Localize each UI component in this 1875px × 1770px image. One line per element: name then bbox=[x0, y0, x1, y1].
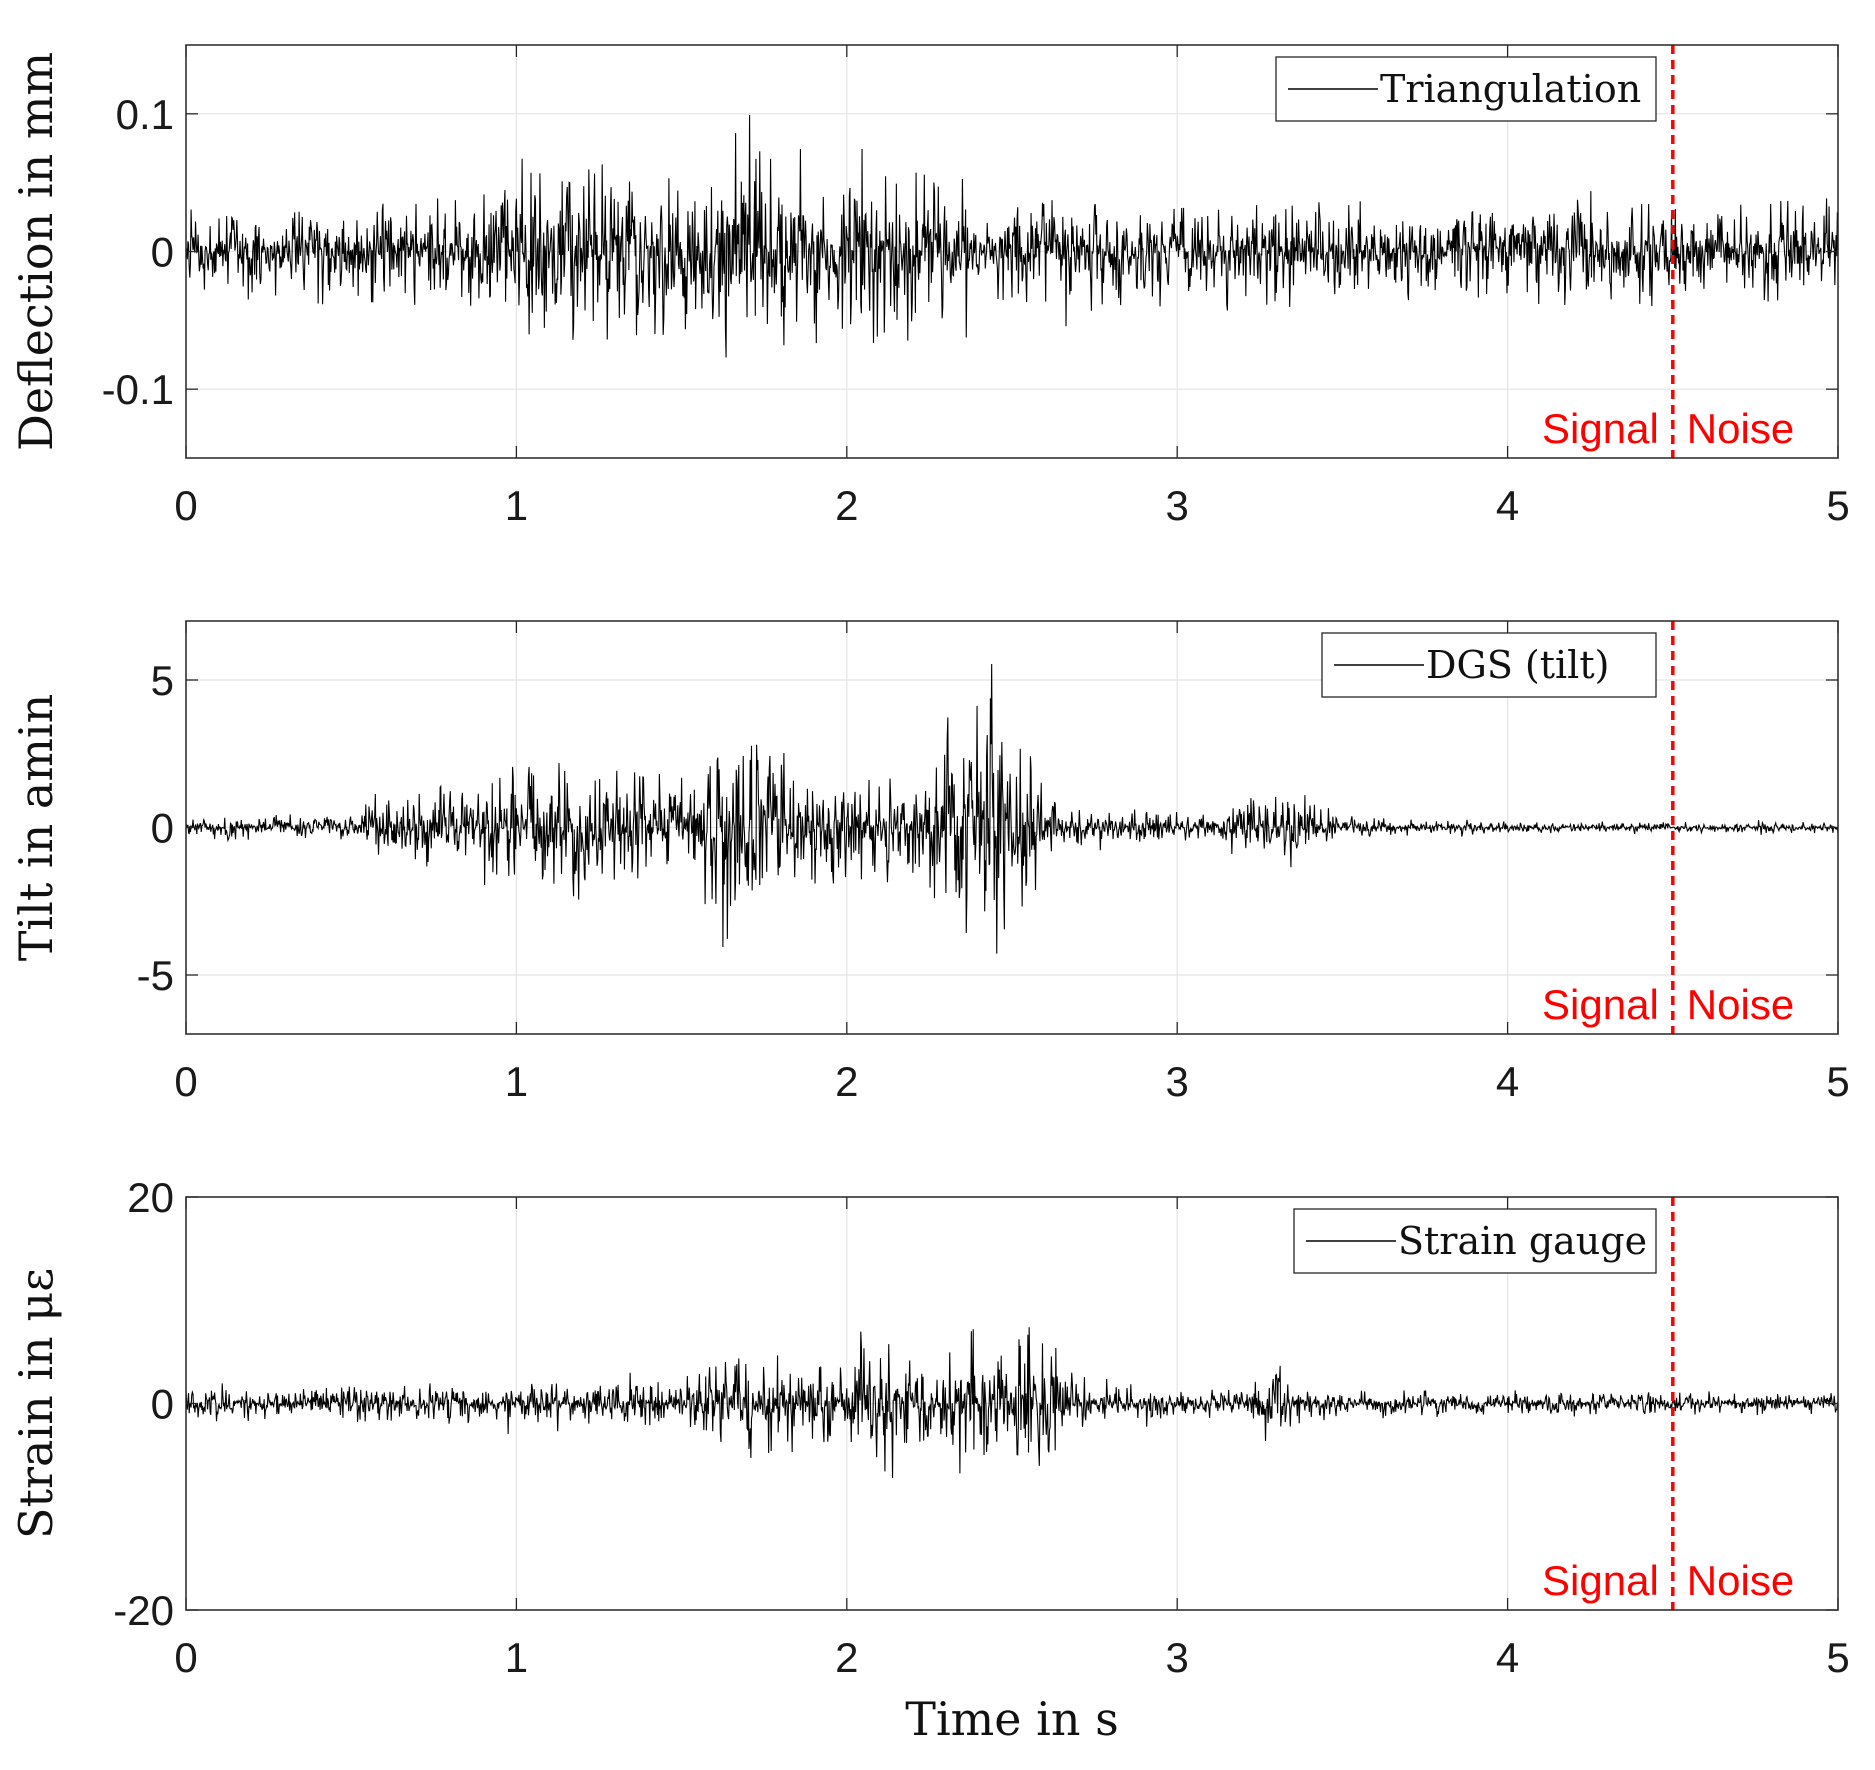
legend: Strain gauge bbox=[1293, 1208, 1657, 1274]
legend-entry: Triangulation bbox=[1380, 67, 1641, 111]
x-tick-label: 1 bbox=[505, 1634, 528, 1681]
y-tick-label: -0.1 bbox=[102, 366, 174, 413]
x-tick-label: 0 bbox=[174, 482, 197, 529]
x-tick-label: 5 bbox=[1826, 1058, 1849, 1105]
series-trace-dgs-tilt- bbox=[185, 664, 1839, 954]
signal-label: Signal bbox=[1542, 1557, 1659, 1604]
x-tick-label: 3 bbox=[1166, 482, 1189, 529]
x-tick-label: 0 bbox=[174, 1634, 197, 1681]
y-tick-label: 0 bbox=[151, 805, 174, 852]
series-trace-triangulation bbox=[185, 115, 1839, 358]
y-axis-label: Deflection in mm bbox=[9, 52, 63, 451]
x-tick-label: 4 bbox=[1496, 1058, 1519, 1105]
y-tick-label: -20 bbox=[113, 1587, 174, 1634]
x-tick-label: 2 bbox=[835, 1634, 858, 1681]
panel-1: 0 1 2 3 4 5 -0.1 0 0.1 Deflection in mm Triangulat… bbox=[9, 44, 1850, 529]
y-tick-label: 5 bbox=[151, 657, 174, 704]
noise-label: Noise bbox=[1687, 1557, 1794, 1604]
x-tick-label: 5 bbox=[1826, 1634, 1849, 1681]
y-tick-label: -5 bbox=[137, 952, 174, 999]
x-tick-label: 1 bbox=[505, 1058, 528, 1105]
y-tick-label: 0 bbox=[151, 1381, 174, 1428]
legend-entry: Strain gauge bbox=[1398, 1219, 1647, 1263]
y-axis-label: Strain in με bbox=[9, 1268, 63, 1539]
x-axis-label: Time in s bbox=[905, 1692, 1118, 1746]
y-tick-label: 20 bbox=[127, 1174, 174, 1221]
y-tick-label: 0.1 bbox=[116, 91, 174, 138]
signal-label: Signal bbox=[1542, 405, 1659, 452]
signal-label: Signal bbox=[1542, 981, 1659, 1028]
x-tick-label: 0 bbox=[174, 1058, 197, 1105]
x-tick-label: 3 bbox=[1166, 1058, 1189, 1105]
x-tick-label: 2 bbox=[835, 482, 858, 529]
y-tick-label: 0 bbox=[151, 229, 174, 276]
series-trace-strain-gauge bbox=[185, 1327, 1839, 1478]
x-tick-label: 4 bbox=[1496, 482, 1519, 529]
legend: DGS (tilt) bbox=[1321, 632, 1657, 698]
noise-label: Noise bbox=[1687, 405, 1794, 452]
x-tick-label: 5 bbox=[1826, 482, 1849, 529]
x-tick-label: 3 bbox=[1166, 1634, 1189, 1681]
y-axis-label: Tilt in amin bbox=[9, 694, 63, 962]
panel-2: 0 1 2 3 4 5 -5 0 5 Tilt in amin DGS (tilt) Signal No… bbox=[9, 620, 1850, 1105]
noise-label: Noise bbox=[1687, 981, 1794, 1028]
legend-entry: DGS (tilt) bbox=[1426, 643, 1609, 687]
legend: Triangulation bbox=[1275, 56, 1657, 122]
x-tick-label: 1 bbox=[505, 482, 528, 529]
x-tick-label: 4 bbox=[1496, 1634, 1519, 1681]
x-tick-label: 2 bbox=[835, 1058, 858, 1105]
